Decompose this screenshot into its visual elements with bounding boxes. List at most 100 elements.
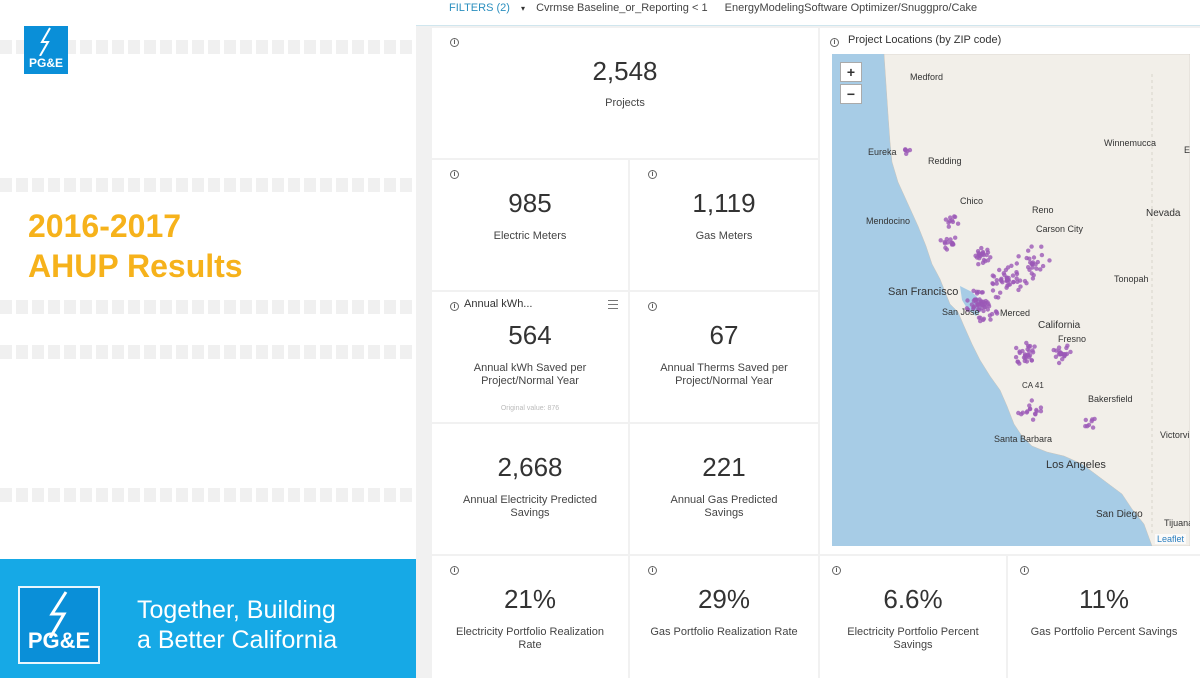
project-marker[interactable] <box>948 237 953 242</box>
project-marker[interactable] <box>946 224 951 229</box>
project-marker[interactable] <box>1014 345 1019 351</box>
map-attribution[interactable]: Leaflet <box>1154 534 1186 544</box>
project-marker[interactable] <box>1029 358 1034 363</box>
project-marker[interactable] <box>978 254 983 259</box>
project-locations-map[interactable]: Medford Winnemucca Elko Eureka Redding Chico R… <box>832 54 1190 546</box>
filters-toggle[interactable]: FILTERS (2) <box>449 2 510 14</box>
info-icon[interactable]: i <box>832 566 841 575</box>
project-marker[interactable] <box>1056 345 1062 350</box>
project-marker[interactable] <box>976 262 981 267</box>
info-icon[interactable]: i <box>648 302 657 311</box>
project-marker[interactable] <box>1031 255 1037 260</box>
project-marker[interactable] <box>998 277 1004 283</box>
project-marker[interactable] <box>952 214 958 220</box>
project-marker[interactable] <box>1062 354 1067 359</box>
project-marker[interactable] <box>1029 271 1034 276</box>
project-marker[interactable] <box>1020 348 1025 354</box>
project-marker[interactable] <box>1039 244 1044 249</box>
project-marker[interactable] <box>1056 360 1062 366</box>
menu-icon[interactable] <box>608 300 618 309</box>
project-marker[interactable] <box>1090 417 1095 422</box>
project-marker[interactable] <box>978 318 983 324</box>
project-marker[interactable] <box>1039 252 1045 258</box>
project-marker[interactable] <box>972 297 977 302</box>
project-marker[interactable] <box>1047 258 1052 263</box>
project-marker[interactable] <box>986 302 991 307</box>
project-marker[interactable] <box>990 281 995 286</box>
project-marker[interactable] <box>978 315 983 320</box>
project-marker[interactable] <box>1027 256 1032 261</box>
project-marker[interactable] <box>998 290 1003 295</box>
project-marker[interactable] <box>1013 355 1019 360</box>
project-marker[interactable] <box>973 253 978 258</box>
project-marker[interactable] <box>953 235 958 240</box>
zoom-out-button[interactable]: − <box>840 84 862 104</box>
project-marker[interactable] <box>1027 406 1033 411</box>
project-marker[interactable] <box>985 247 990 252</box>
project-marker[interactable] <box>1014 261 1019 266</box>
project-marker[interactable] <box>1029 398 1034 403</box>
project-marker[interactable] <box>938 238 943 243</box>
info-icon[interactable]: i <box>450 302 459 311</box>
project-marker[interactable] <box>1010 273 1016 278</box>
project-marker[interactable] <box>1018 284 1023 289</box>
project-marker[interactable] <box>950 219 956 225</box>
project-marker[interactable] <box>981 299 986 304</box>
project-marker[interactable] <box>990 288 996 293</box>
project-marker[interactable] <box>1034 409 1039 414</box>
project-marker[interactable] <box>994 278 999 283</box>
project-marker[interactable] <box>993 294 999 300</box>
project-marker[interactable] <box>943 245 948 250</box>
filter-chip[interactable]: EnergyModelingSoftware Optimizer/Snuggpr… <box>724 2 978 14</box>
project-marker[interactable] <box>944 236 949 242</box>
project-marker[interactable] <box>994 311 1000 316</box>
project-marker[interactable] <box>981 308 986 314</box>
info-icon[interactable]: i <box>648 566 657 575</box>
project-marker[interactable] <box>1068 349 1073 355</box>
project-marker[interactable] <box>1024 340 1029 346</box>
project-marker[interactable] <box>955 221 961 226</box>
project-marker[interactable] <box>1083 417 1088 423</box>
project-marker[interactable] <box>989 311 995 317</box>
project-marker[interactable] <box>1023 354 1029 360</box>
info-icon[interactable]: i <box>450 566 459 575</box>
project-marker[interactable] <box>976 307 982 312</box>
filter-chip[interactable]: Cvrmse Baseline_or_Reporting < 1 <box>536 2 708 14</box>
project-marker[interactable] <box>1017 361 1022 366</box>
project-marker[interactable] <box>1004 275 1009 280</box>
project-marker[interactable] <box>1016 254 1021 259</box>
project-marker[interactable] <box>1085 424 1090 429</box>
info-icon[interactable]: i <box>648 170 657 179</box>
project-marker[interactable] <box>1022 278 1028 284</box>
project-marker[interactable] <box>985 258 991 263</box>
project-marker[interactable] <box>964 306 970 311</box>
project-marker[interactable] <box>945 240 950 245</box>
info-icon[interactable]: i <box>830 38 839 47</box>
project-marker[interactable] <box>1011 279 1016 285</box>
project-marker[interactable] <box>1005 265 1011 270</box>
project-marker[interactable] <box>990 273 995 278</box>
project-marker[interactable] <box>997 267 1002 273</box>
project-marker[interactable] <box>988 317 993 322</box>
project-marker[interactable] <box>904 151 909 156</box>
project-marker[interactable] <box>981 316 987 321</box>
info-icon[interactable]: i <box>1020 566 1029 575</box>
project-marker[interactable] <box>1014 276 1019 281</box>
project-marker[interactable] <box>1007 282 1013 287</box>
project-marker[interactable] <box>994 281 999 286</box>
project-marker[interactable] <box>1064 345 1069 351</box>
project-marker[interactable] <box>1022 358 1027 364</box>
map-canvas[interactable]: Medford Winnemucca Elko Eureka Redding Chico R… <box>832 54 1190 546</box>
project-marker[interactable] <box>965 298 970 303</box>
project-marker[interactable] <box>979 245 984 251</box>
project-marker[interactable] <box>1027 353 1033 358</box>
chevron-down-icon[interactable]: ▾ <box>520 4 525 13</box>
project-marker[interactable] <box>1034 266 1039 271</box>
project-marker[interactable] <box>903 147 908 152</box>
project-marker[interactable] <box>1029 261 1035 267</box>
project-marker[interactable] <box>1026 345 1032 350</box>
project-marker[interactable] <box>1024 410 1029 415</box>
project-marker[interactable] <box>1026 248 1031 253</box>
project-marker[interactable] <box>1051 347 1056 353</box>
project-marker[interactable] <box>1038 405 1044 410</box>
